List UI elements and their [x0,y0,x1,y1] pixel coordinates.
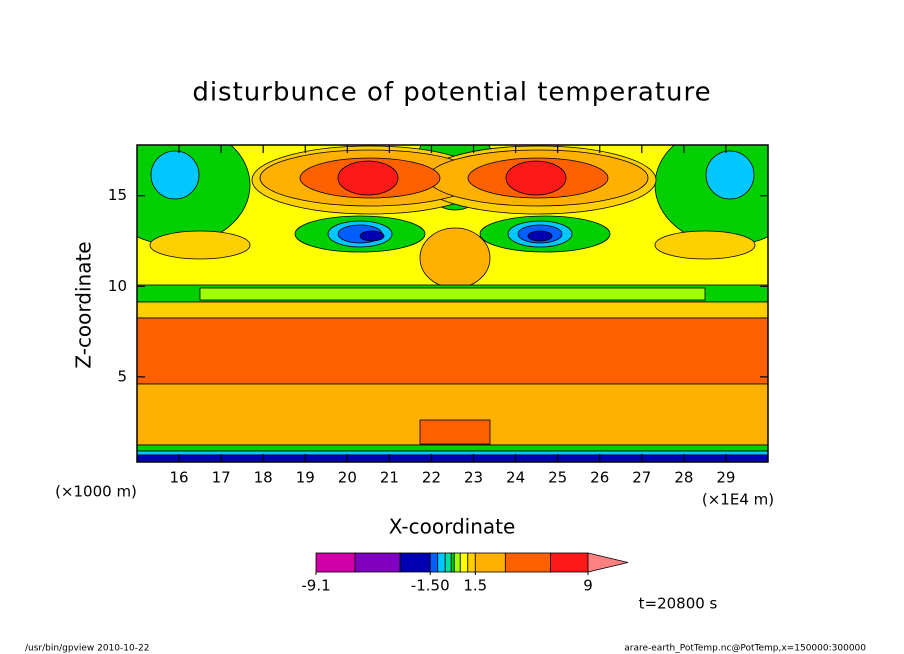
colorbar-segment [459,552,469,573]
colorbar-segment [437,552,446,573]
colorbar-segment [315,552,356,573]
footer-left: /usr/bin/gpview 2010-10-22 [25,644,149,654]
x-tick-label: 27 [632,469,651,487]
colorbar-segment [504,552,551,573]
colorbar-segment [444,552,452,573]
plot-frame [136,144,769,463]
x-tick-label: 26 [590,469,609,487]
x-tick-label: 16 [170,469,189,487]
colorbar-extension [587,552,629,573]
footer-right: arare-earth_PotTemp.nc@PotTemp,x=150000:… [624,644,866,654]
colorbar-segment [354,552,401,573]
x-tick-label: 21 [380,469,399,487]
x-unit: (×1E4 m) [702,491,774,509]
colorbar-segment [450,552,455,573]
x-tick-label: 18 [254,469,273,487]
colorbar-tick-label: 9 [583,577,593,595]
x-tick-label: 28 [674,469,693,487]
colorbar-tick-label: -9.1 [301,577,330,595]
x-tick-label: 29 [716,469,735,487]
colorbar-segment [399,552,431,573]
colorbar-segment [474,552,506,573]
colorbar-segment [453,552,461,573]
y-tick-label: 10 [108,277,127,295]
x-tick-label: 25 [548,469,567,487]
time-label: t=20800 s [639,595,718,613]
y-axis-label: Z-coordinate [72,241,96,368]
y-tick-label: 15 [108,186,127,204]
x-tick-label: 22 [422,469,441,487]
x-tick-label: 19 [296,469,315,487]
x-tick-label: 23 [464,469,483,487]
x-tick-label: 17 [212,469,231,487]
colorbar-segment [467,552,476,573]
contour-field [137,145,768,462]
colorbar-segment [429,552,439,573]
colorbar-tick-label: 1.5 [463,577,487,595]
x-tick-label: 24 [506,469,525,487]
x-tick-label: 20 [338,469,357,487]
colorbar-segment [550,552,589,573]
x-axis-label: X-coordinate [389,515,516,539]
y-tick-label: 5 [117,367,127,385]
chart-title: disturbunce of potential temperature [192,78,711,108]
y-unit: (×1000 m) [55,483,137,501]
colorbar-tick-label: -1.50 [411,577,450,595]
